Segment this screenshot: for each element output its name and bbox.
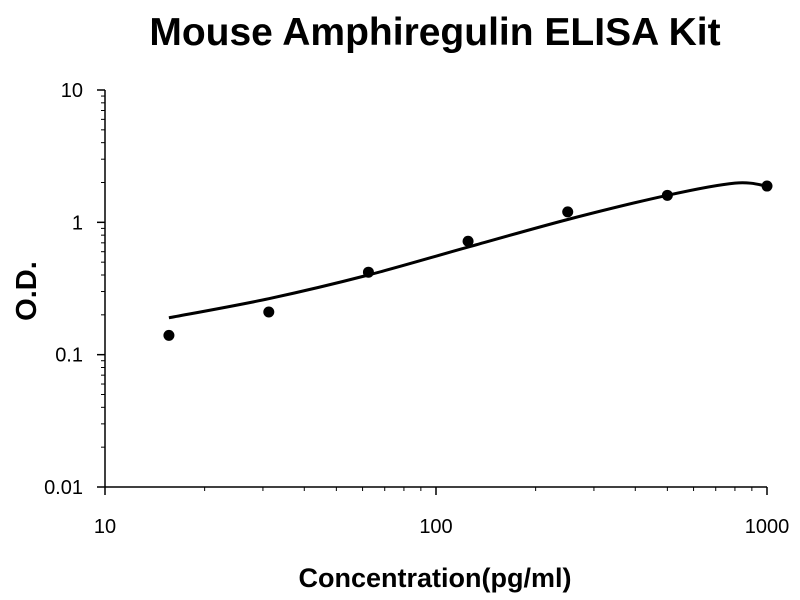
fit-curve-layer [168,181,768,320]
x-tick-label: 100 [419,516,452,538]
x-tick-label: 10 [94,516,116,538]
data-points-layer [163,180,773,341]
x-axis-label: Concentration(pg/ml) [299,563,572,593]
x-tick-label: 1000 [745,516,790,538]
y-tick-label: 1 [72,212,83,234]
data-point [761,180,773,192]
y-tick-label: 0.01 [44,477,83,499]
data-point [362,266,374,278]
data-point [661,189,673,201]
fit-curve-line [168,181,768,320]
y-tick-label: 10 [61,80,83,102]
data-point [163,329,175,341]
data-point [462,235,474,247]
data-point [562,206,574,218]
axes [104,90,767,488]
data-point [263,306,275,318]
y-axis-label: O.D. [11,261,43,321]
y-tick-label: 0.1 [55,345,83,367]
ticks: 0.01 0.1 1 10 10 100 1000 [44,80,789,538]
chart-title: Mouse Amphiregulin ELISA Kit [149,11,720,54]
